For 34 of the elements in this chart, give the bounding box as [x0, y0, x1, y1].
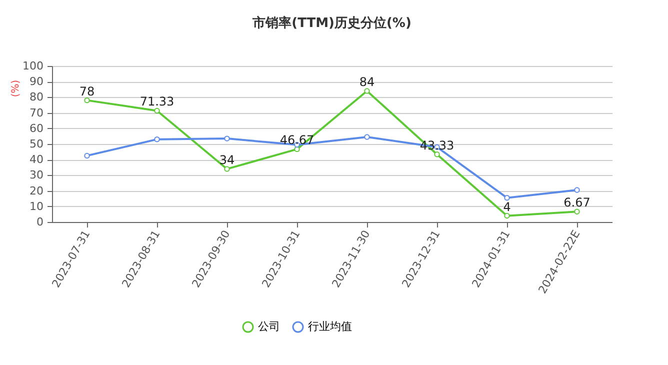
point — [224, 136, 230, 142]
y-tick-label: 70 — [30, 106, 44, 120]
y-tick-label: 40 — [30, 153, 44, 166]
point — [364, 88, 370, 94]
data-label: 71.33 — [140, 94, 174, 109]
point — [154, 136, 160, 142]
point — [504, 194, 510, 201]
point — [574, 187, 580, 193]
y-axis-title: (%) — [10, 80, 22, 98]
chart-title: 市销率(TTM)历史分位(%) — [252, 15, 412, 31]
y-tick-label: 10 — [30, 200, 44, 213]
y-tick-label: 100 — [22, 60, 44, 72]
point — [364, 134, 370, 140]
data-label: 84 — [359, 74, 375, 89]
data-label: 6.67 — [564, 196, 590, 210]
data-label: 34 — [219, 152, 235, 167]
y-tick-label: 90 — [30, 75, 44, 88]
legend-label: 行业均值 — [308, 320, 352, 333]
point — [84, 152, 90, 159]
point — [504, 212, 510, 219]
y-tick-label: 20 — [30, 184, 44, 198]
data-label: 4 — [503, 200, 511, 214]
y-tick-label: 50 — [30, 138, 44, 150]
data-label: 78 — [79, 84, 95, 98]
point — [224, 166, 230, 172]
point — [154, 108, 160, 114]
point — [574, 208, 580, 214]
point — [434, 152, 440, 158]
legend-label: 公司 — [258, 320, 280, 333]
y-tick-label: 30 — [30, 168, 44, 182]
y-tick-label: 0 — [36, 216, 44, 228]
y-tick-label: 60 — [30, 122, 44, 135]
y-tick-label: 80 — [30, 90, 44, 104]
point — [84, 97, 90, 104]
